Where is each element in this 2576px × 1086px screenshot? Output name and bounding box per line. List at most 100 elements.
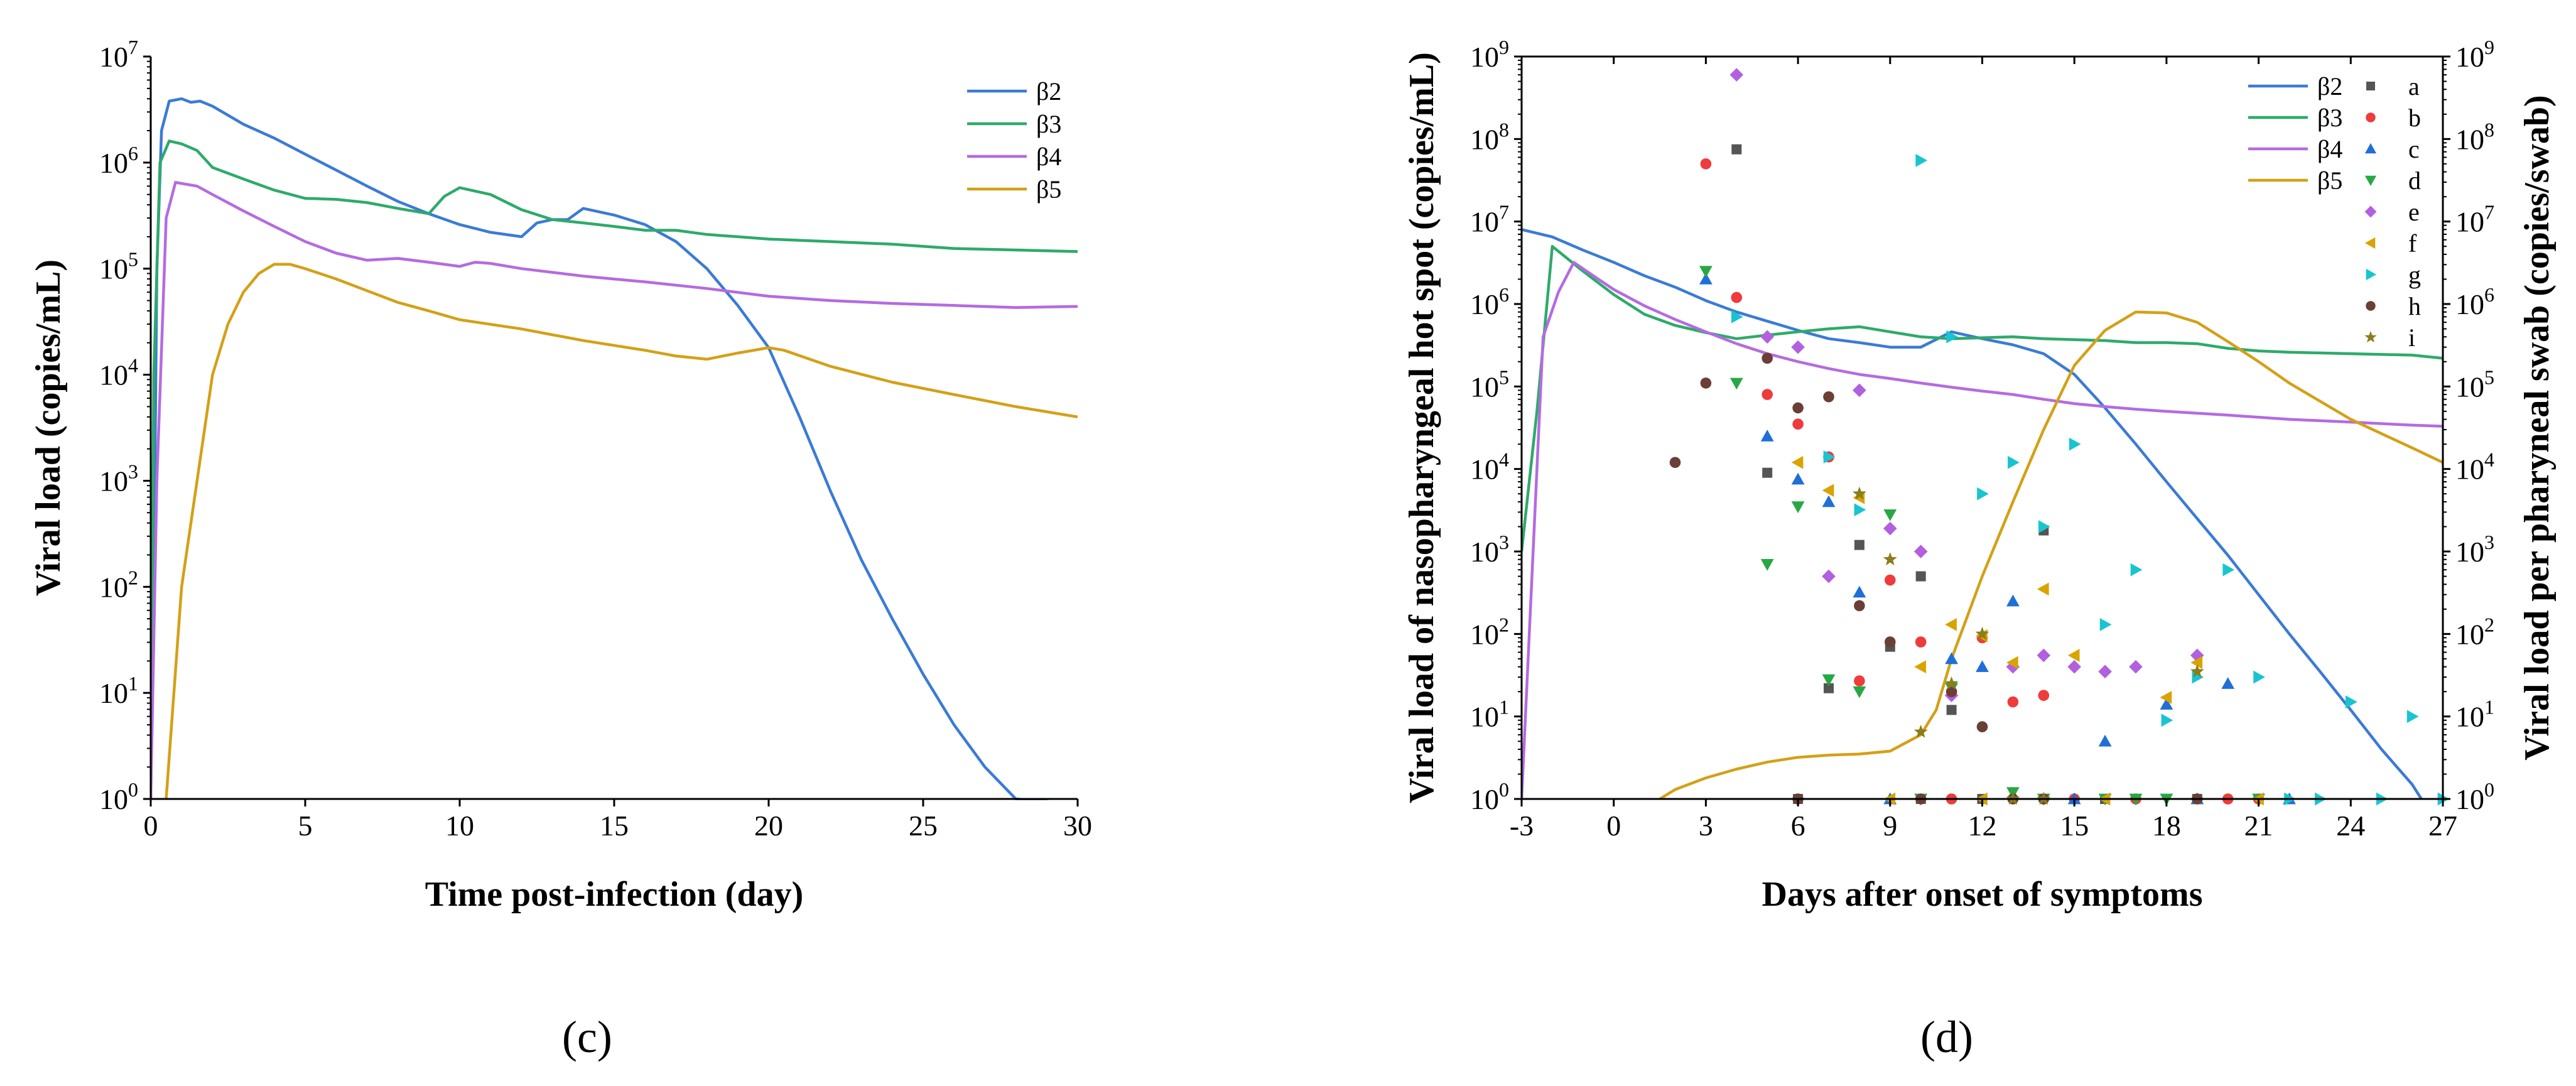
x-axis-label: Days after onset of symptoms	[1762, 875, 2203, 914]
scatter-point-f	[2037, 582, 2049, 596]
scatter-point-b	[1885, 574, 1896, 586]
scatter-point-g	[2069, 437, 2081, 451]
chart-c: 100 101 102 103 104 105 106 107 0 5 10 15 20 25 30 Time…	[29, 36, 1092, 914]
scatter-point-e	[2129, 660, 2143, 674]
legend-label: f	[2408, 229, 2417, 258]
scatter-point-f	[2006, 656, 2018, 670]
scatter-point-h	[1700, 377, 1712, 389]
y-tick-label: 101	[99, 672, 138, 709]
legend-label: β4	[1036, 143, 1061, 171]
y-tick-label: 106	[99, 142, 138, 179]
scatter-point-g	[2161, 714, 2173, 727]
legend-marker-b	[2366, 112, 2376, 122]
y-tick-label: 104	[99, 354, 138, 391]
scatter-point-c	[1945, 652, 1958, 665]
series-line-beta3	[151, 139, 1078, 800]
scatter-point-g	[1854, 503, 1866, 517]
scatter-point-g	[1915, 154, 1928, 167]
y-right-tick-label: 109	[2455, 36, 2494, 73]
scatter-point-a	[1762, 467, 1773, 478]
scatter-point-f	[2160, 691, 2172, 704]
series-line-beta5	[1659, 310, 2443, 800]
scatter-point-e	[1729, 68, 1744, 82]
scatter-point-g	[2253, 670, 2265, 684]
scatter-point-f	[1914, 660, 1927, 673]
x-tick-label: 6	[1791, 810, 1805, 842]
scatter-point-b	[1762, 389, 1773, 400]
scatter-point-b	[1700, 158, 1712, 170]
scatter-point-g	[1977, 487, 1989, 501]
y-tick-label: 106	[1470, 283, 1509, 320]
x-tick-label: 0	[1606, 810, 1621, 842]
scatter-point-a	[1824, 683, 1834, 693]
scatter-point-b	[2007, 696, 2019, 708]
scatter-point-d	[1822, 674, 1836, 687]
chart-d: 100 100 101 101 102 102 103 103 104 104 105 105 106 1…	[1402, 36, 2557, 914]
scatter-point-i	[1883, 552, 1897, 566]
y-right-tick-label: 100	[2455, 778, 2494, 815]
legend-label: β5	[1036, 175, 1061, 204]
y-tick-label: 102	[99, 566, 138, 603]
x-tick-label: 3	[1699, 810, 1713, 842]
legend-label: d	[2408, 166, 2421, 195]
scatter-point-f	[1822, 484, 1834, 497]
legend-marker-i	[2364, 330, 2377, 343]
scatter-point-b	[1731, 291, 1743, 303]
scatter-point-a	[1915, 571, 1926, 582]
scatter-point-d	[1883, 509, 1897, 521]
y-tick-label: 109	[1470, 36, 1509, 73]
scatter-point-g	[2099, 617, 2112, 631]
x-tick-label: 21	[2244, 810, 2273, 842]
y-right-tick-label: 106	[2455, 283, 2494, 320]
scatter-point-h	[1669, 457, 1681, 469]
scatter-point-b	[1915, 636, 1927, 648]
series-line-beta3	[1522, 244, 2443, 552]
scatter-point-c	[1976, 660, 1989, 672]
scatter-point-g	[2345, 695, 2357, 709]
scatter-point-h	[1792, 402, 1804, 414]
series-line-beta2	[151, 97, 1050, 800]
y-tick-label: 104	[1470, 448, 1509, 486]
legend-label: β4	[2317, 135, 2342, 163]
scatter-point-c	[2006, 594, 2020, 607]
scatter-point-c	[1822, 495, 1836, 508]
scatter-point-f	[1945, 617, 1957, 631]
y-tick-label: 103	[99, 460, 138, 497]
scatter-point-g	[2222, 563, 2235, 577]
x-tick-label: 27	[2428, 810, 2457, 842]
scatter-point-h	[1885, 636, 1896, 648]
scatter-point-i	[2190, 664, 2204, 678]
y-axis-right-label: Viral load per pharyneal swab (copies/sw…	[2518, 95, 2557, 760]
legend-marker-g	[2366, 268, 2377, 281]
legend-label: β2	[1036, 77, 1061, 106]
scatter-point-c	[2221, 677, 2235, 689]
y-right-tick-label: 105	[2455, 366, 2494, 403]
y-tick-label: 107	[99, 36, 138, 73]
x-tick-label: 20	[754, 810, 783, 842]
scatter-point-e	[2098, 665, 2112, 679]
scatter-point-b	[1854, 675, 1865, 687]
y-tick-label: 108	[1470, 118, 1509, 155]
x-tick-label: 0	[144, 810, 158, 842]
scatter-point-e	[1791, 340, 1805, 354]
scatter-point-g	[2130, 563, 2143, 577]
legend-label: β5	[2317, 166, 2342, 195]
y-tick-label: 100	[99, 778, 138, 815]
scatter-point-g	[2008, 455, 2020, 469]
scatter-point-d	[1729, 377, 1743, 390]
scatter-point-d	[1853, 686, 1866, 698]
scatter-point-g	[2038, 520, 2050, 533]
y-right-tick-label: 108	[2455, 118, 2494, 155]
scatter-point-a	[1731, 144, 1742, 155]
scatter-point-c	[2160, 698, 2173, 710]
x-tick-label: 9	[1883, 810, 1897, 842]
legend-label: h	[2408, 292, 2421, 320]
scatter-point-b	[2038, 690, 2050, 701]
scatter-point-i	[1944, 676, 1959, 690]
y-right-tick-label: 103	[2455, 531, 2494, 568]
scatter-point-f	[2190, 656, 2203, 670]
y-tick-label: 103	[1470, 531, 1509, 568]
scatter-point-h	[1854, 600, 1865, 612]
scatter-point-d	[1699, 266, 1713, 278]
y-right-tick-label: 101	[2455, 696, 2494, 733]
